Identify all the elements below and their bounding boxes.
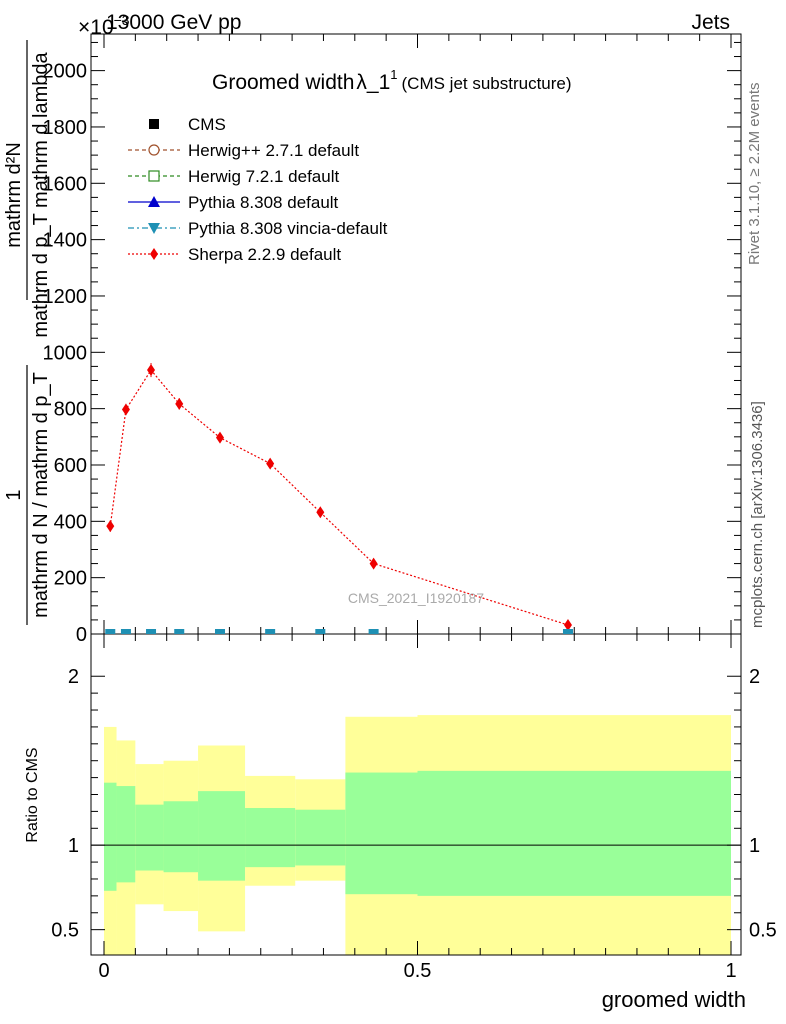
vincia-point <box>368 629 379 634</box>
vincia-point <box>315 629 326 634</box>
sherpa-point <box>316 506 325 519</box>
title-sub: (CMS jet substructure) <box>402 74 572 93</box>
ratio-green-band <box>116 786 136 883</box>
y-tick-label: 1000 <box>43 342 88 364</box>
ratio-green-band <box>198 791 246 881</box>
legend-label: CMS <box>188 115 226 134</box>
sherpa-point <box>175 397 184 410</box>
y-tick-label: 2000 <box>43 61 88 83</box>
ratio-y-tick-label: 1 <box>68 835 79 857</box>
legend-label: Sherpa 2.2.9 default <box>188 245 341 264</box>
sherpa-point <box>147 364 156 377</box>
legend-marker <box>148 223 160 234</box>
legend-marker <box>149 119 159 129</box>
ratio-ticks: 0.5 0.5 1 1 2 2 0 0.5 1 <box>51 634 777 982</box>
ratio-green-band <box>295 809 346 866</box>
ratio-y-tick-label-right: 0.5 <box>749 920 777 942</box>
y-tick-label: 400 <box>54 511 87 533</box>
y-label-num: mathrm d²N <box>3 142 25 248</box>
energy-label: 13000 GeV pp <box>106 11 241 34</box>
ratio-green-band <box>135 804 164 871</box>
ratio-y-tick-label: 0.5 <box>51 920 79 942</box>
sherpa-point <box>369 557 378 570</box>
ratio-bands <box>91 715 741 955</box>
y-tick-label: 0 <box>76 624 87 646</box>
legend-label: Pythia 8.308 vincia-default <box>188 219 388 238</box>
title-lambda: λ_1 <box>356 71 390 94</box>
y-tick-label: 600 <box>54 455 87 477</box>
vincia-point <box>265 629 276 634</box>
y-axis-label: 1 mathrm d N / mathrm d p_T mathrm d²N m… <box>3 40 52 625</box>
y-label-prefix-num: 1 <box>3 489 25 500</box>
sherpa-point <box>121 403 130 416</box>
vincia-point <box>562 629 573 634</box>
ratio-y-tick-label-right: 1 <box>749 835 760 857</box>
main-ticks: 0 200 400 600 800 1000 1200 1400 1600 1800 2000 <box>43 34 741 646</box>
y-label-prefix-den: mathrm d N / mathrm d p_T <box>30 372 52 618</box>
sherpa-point <box>106 520 115 533</box>
exponent-power: −3 <box>114 12 130 28</box>
vincia-point <box>120 629 131 634</box>
analysis-watermark: CMS_2021_I1920187 <box>348 590 484 606</box>
legend-marker <box>148 170 160 182</box>
x-axis-label: groomed width <box>602 987 746 1012</box>
ratio-y-tick-label-right: 2 <box>749 666 760 688</box>
exponent-base: ×10 <box>78 16 114 39</box>
legend-marker <box>150 248 158 260</box>
ratio-green-band <box>417 770 731 896</box>
mcplots-label: mcplots.cern.ch [arXiv:1306.3436] <box>749 401 766 628</box>
vincia-point <box>174 629 185 634</box>
legend: CMS Herwig++ 2.7.1 default Herwig 7.2.1 de… <box>128 115 388 264</box>
sherpa-point <box>266 457 275 470</box>
legend-marker <box>148 144 160 156</box>
series-layer <box>105 363 573 634</box>
y-tick-label: 1200 <box>43 286 88 308</box>
legend-label: Pythia 8.308 default <box>188 193 339 212</box>
plot-title: Groomed widthλ_11 (CMS jet substructure) <box>212 67 572 94</box>
y-tick-label: 1800 <box>43 117 88 139</box>
legend-label: Herwig 7.2.1 default <box>188 167 339 186</box>
ratio-y-label: Ratio to CMS <box>24 747 41 842</box>
ratio-green-band <box>104 782 117 891</box>
y-tick-label: 800 <box>54 399 87 421</box>
vincia-point <box>105 629 116 634</box>
y-tick-label: 1400 <box>43 230 88 252</box>
x-tick-label: 0.5 <box>404 960 432 982</box>
legend-marker <box>148 196 160 207</box>
process-label: Jets <box>691 11 730 34</box>
rivet-label: Rivet 3.1.10, ≥ 2.2M events <box>746 83 763 266</box>
x-tick-label: 0 <box>98 960 109 982</box>
sherpa-point <box>215 431 224 444</box>
ratio-y-tick-label: 2 <box>68 666 79 688</box>
title-sup: 1 <box>390 67 397 82</box>
y-tick-label: 200 <box>54 568 87 590</box>
y-tick-label: 1600 <box>43 173 88 195</box>
y-label-den: mathrm d p_T mathrm d lambda <box>30 51 52 337</box>
exponent-label: ×10−3 <box>78 12 130 39</box>
ratio-green-band <box>345 772 418 895</box>
vincia-point <box>214 629 225 634</box>
sherpa-point <box>563 618 572 631</box>
ratio-green-band <box>245 808 296 868</box>
title-main: Groomed width <box>212 71 354 94</box>
ratio-green-band <box>163 801 199 873</box>
vincia-point <box>146 629 157 634</box>
legend-label: Herwig++ 2.7.1 default <box>188 141 359 160</box>
x-tick-label: 1 <box>725 960 736 982</box>
